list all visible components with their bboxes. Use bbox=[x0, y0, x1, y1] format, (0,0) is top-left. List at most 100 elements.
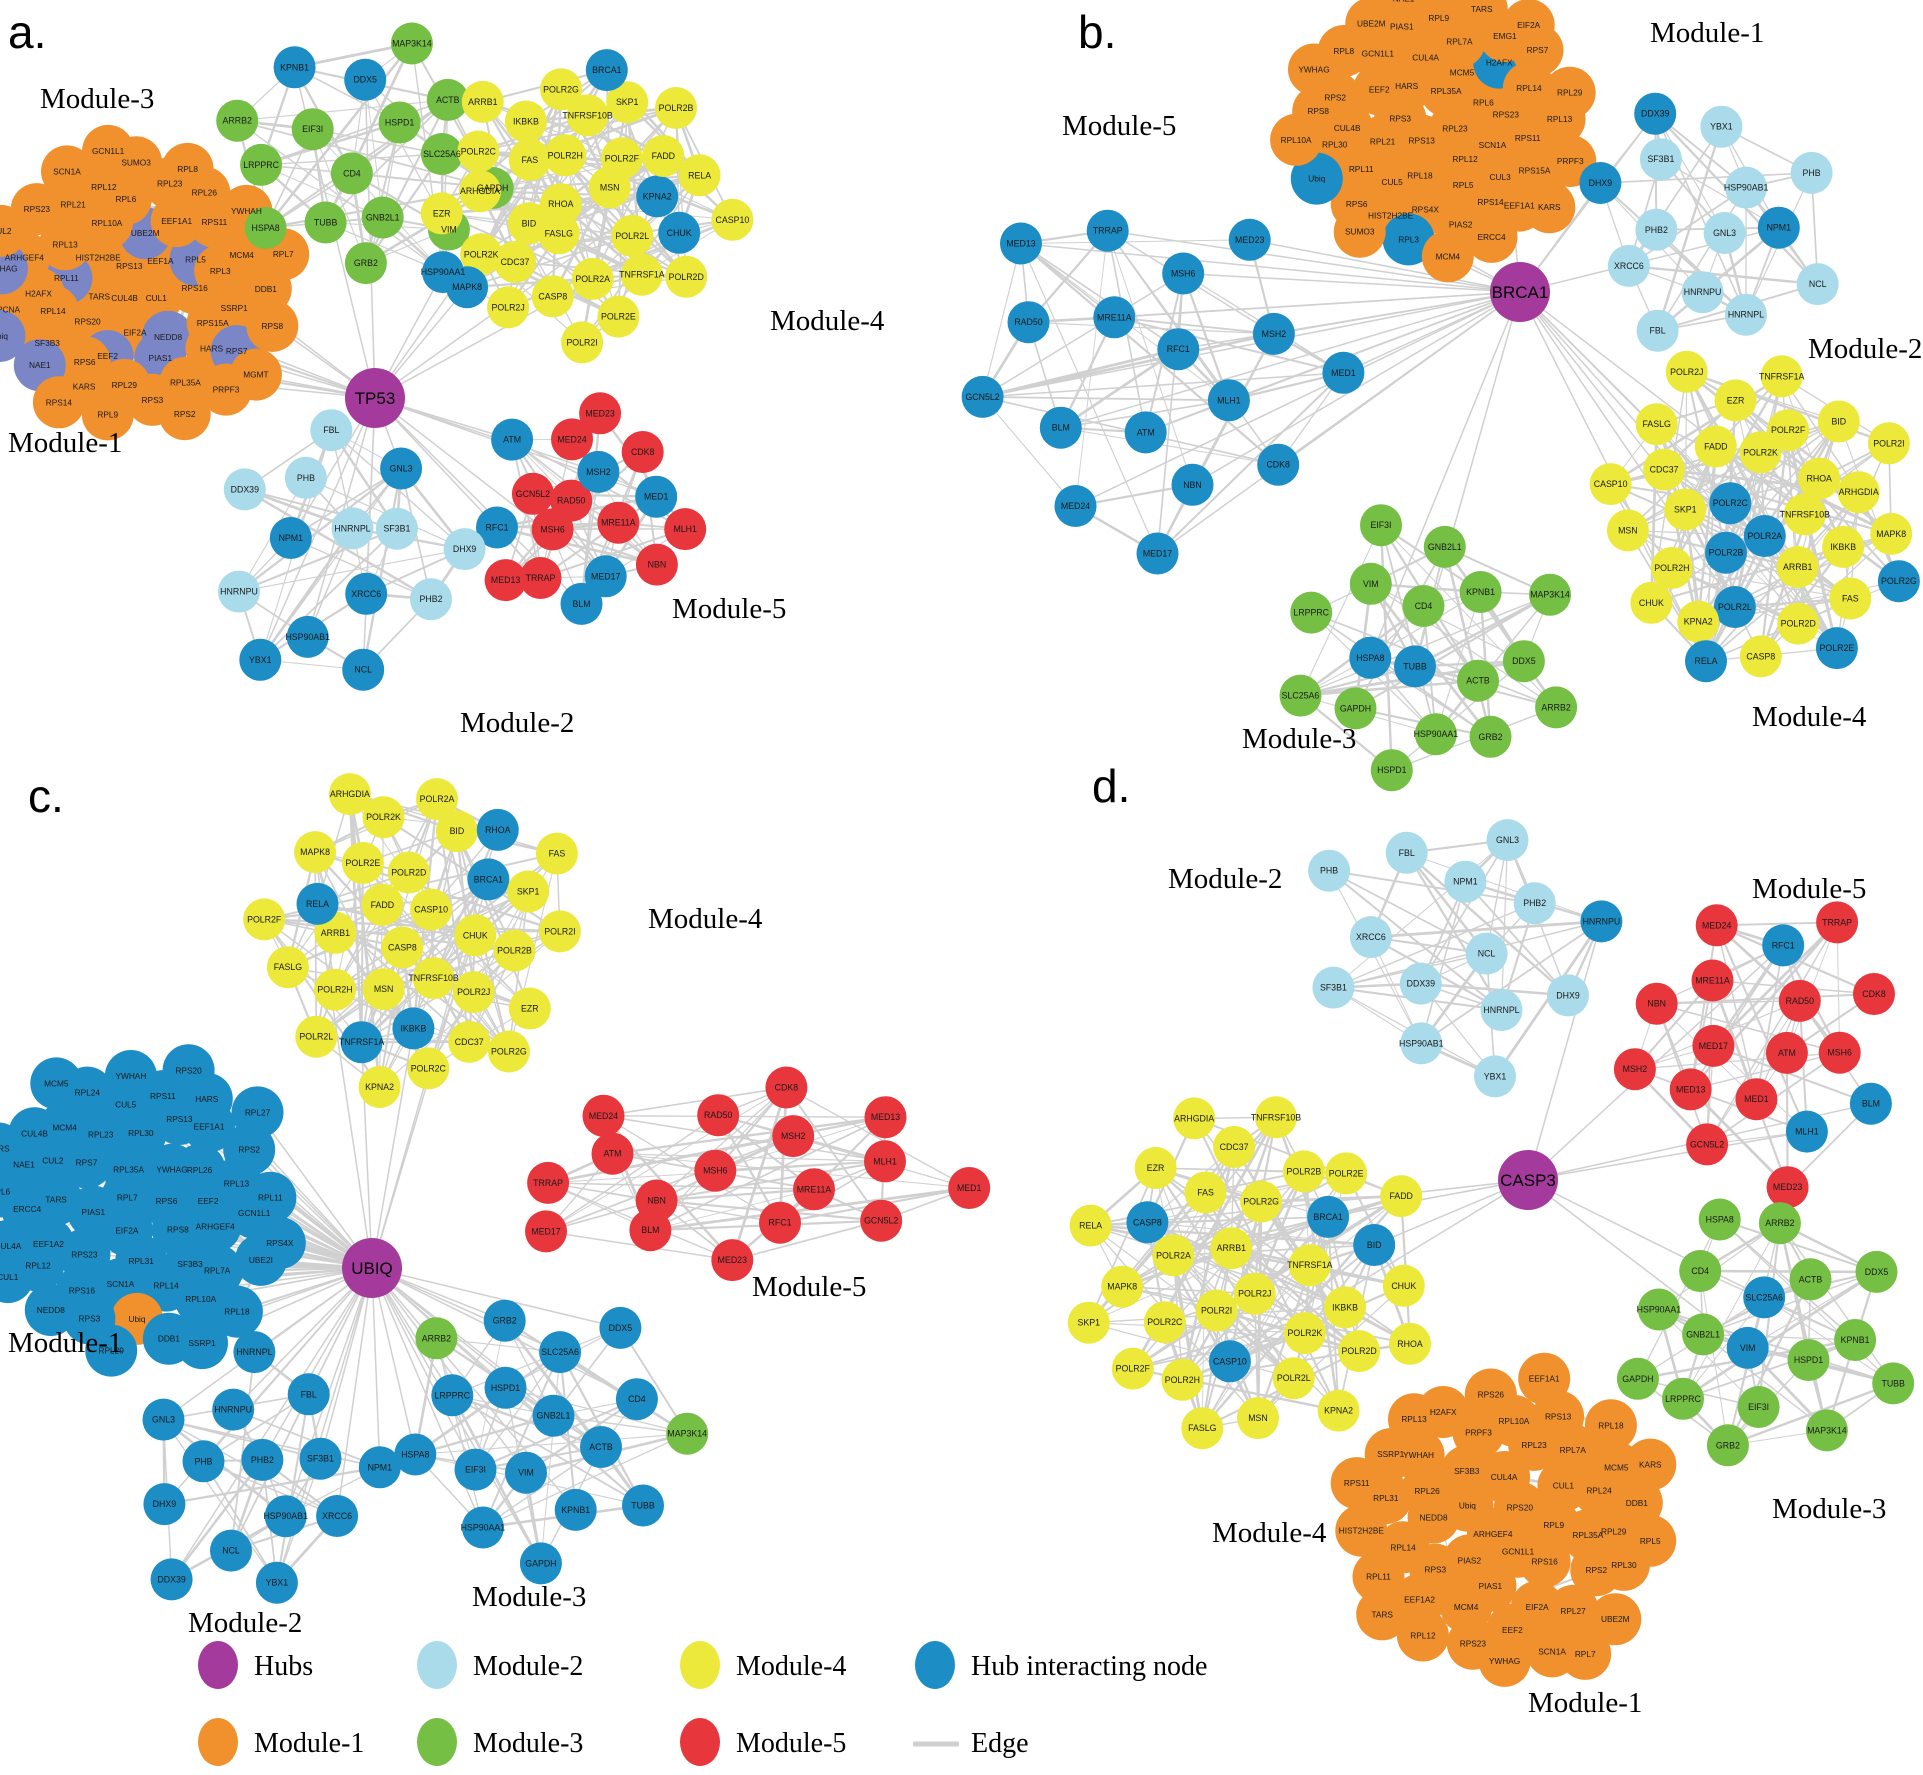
node-NPM1[interactable] bbox=[269, 517, 312, 559]
node-POLR2G[interactable] bbox=[1877, 560, 1920, 603]
node-RFC1[interactable] bbox=[759, 1201, 801, 1244]
node-MSN[interactable] bbox=[1237, 1397, 1279, 1440]
node-IKBKB[interactable] bbox=[392, 1007, 435, 1050]
node-SSRP1[interactable] bbox=[176, 1317, 228, 1370]
node-POLR2E[interactable] bbox=[341, 842, 384, 884]
node-NBN[interactable] bbox=[1171, 463, 1214, 506]
node-TNFRSF10B[interactable] bbox=[566, 94, 609, 137]
node-GCN5L2[interactable] bbox=[511, 472, 554, 515]
node-YWHAH[interactable] bbox=[104, 1050, 157, 1102]
node-BLM[interactable] bbox=[1039, 406, 1082, 449]
node-RPL18[interactable] bbox=[210, 1285, 263, 1338]
node-YBX1[interactable] bbox=[255, 1561, 298, 1604]
node-HSP90AA1[interactable] bbox=[461, 1506, 504, 1549]
node-KARS[interactable] bbox=[0, 1122, 25, 1175]
node-YBX1[interactable] bbox=[1474, 1055, 1516, 1098]
node-BRCA1[interactable] bbox=[1307, 1195, 1350, 1238]
node-FBL[interactable] bbox=[310, 409, 353, 452]
node-POLR2H[interactable] bbox=[1650, 547, 1693, 589]
node-ATM[interactable] bbox=[1765, 1031, 1808, 1074]
node-DDX39[interactable] bbox=[1634, 92, 1677, 135]
node-CASP10[interactable] bbox=[410, 888, 453, 931]
node-CD4[interactable] bbox=[1679, 1250, 1722, 1292]
node-RPL11[interactable] bbox=[1352, 1550, 1405, 1603]
node-SF3B1[interactable] bbox=[1639, 138, 1682, 181]
node-HSPA8[interactable] bbox=[394, 1433, 437, 1476]
node-HSP90AB1[interactable] bbox=[286, 615, 329, 658]
node-POLR2C[interactable] bbox=[1709, 482, 1752, 525]
node-ATM[interactable] bbox=[1124, 411, 1167, 454]
node-EIF3I[interactable] bbox=[1737, 1386, 1780, 1428]
node-POLR2D[interactable] bbox=[387, 851, 430, 894]
hub-UBIQ[interactable] bbox=[342, 1238, 402, 1298]
node-KPNB1[interactable] bbox=[1834, 1319, 1877, 1361]
node-TARS[interactable] bbox=[1356, 1588, 1409, 1641]
node-MED13[interactable] bbox=[484, 559, 527, 602]
node-POLR2L[interactable] bbox=[1713, 586, 1756, 628]
node-TUBB[interactable] bbox=[1872, 1362, 1915, 1405]
node-ACTB[interactable] bbox=[1789, 1258, 1832, 1301]
node-POLR2K[interactable] bbox=[1283, 1312, 1326, 1355]
node-TNFRSF1A[interactable] bbox=[340, 1021, 383, 1064]
node-MSN[interactable] bbox=[362, 968, 405, 1011]
node-POLR2D[interactable] bbox=[665, 255, 708, 298]
node-IKBKB[interactable] bbox=[1324, 1286, 1367, 1329]
node-RPL7[interactable] bbox=[1559, 1627, 1612, 1680]
node-KPNA2[interactable] bbox=[1677, 600, 1720, 643]
node-RAD50[interactable] bbox=[1007, 301, 1050, 344]
node-MRE11A[interactable] bbox=[597, 501, 640, 544]
node-DHX9[interactable] bbox=[1579, 162, 1622, 204]
node-POLR2G[interactable] bbox=[487, 1030, 530, 1073]
node-FADD[interactable] bbox=[361, 883, 404, 926]
node-HSP90AA1[interactable] bbox=[1637, 1288, 1680, 1331]
node-POLR2J[interactable] bbox=[452, 971, 495, 1014]
node-CASP8[interactable] bbox=[531, 275, 574, 318]
node-POLR2F[interactable] bbox=[243, 898, 286, 941]
node-BID[interactable] bbox=[1353, 1224, 1396, 1266]
node-CASP8[interactable] bbox=[1126, 1201, 1169, 1244]
node-RAD50[interactable] bbox=[1778, 979, 1821, 1022]
node-RAD50[interactable] bbox=[697, 1094, 740, 1137]
node-NEDD8[interactable] bbox=[24, 1284, 77, 1336]
node-MLH1[interactable] bbox=[664, 508, 707, 551]
node-POLR2D[interactable] bbox=[1338, 1330, 1381, 1373]
node-MED17[interactable] bbox=[584, 555, 627, 598]
node-MSN[interactable] bbox=[1606, 509, 1649, 552]
node-CASP10[interactable] bbox=[711, 198, 754, 241]
node-NCL[interactable] bbox=[210, 1529, 252, 1572]
node-XRCC6[interactable] bbox=[345, 572, 388, 615]
node-RELA[interactable] bbox=[296, 882, 339, 925]
node-CD4[interactable] bbox=[615, 1378, 658, 1421]
node-FAS[interactable] bbox=[1829, 577, 1872, 620]
node-BRCA1[interactable] bbox=[585, 49, 628, 92]
node-MED1[interactable] bbox=[948, 1167, 991, 1209]
node-ARRB2[interactable] bbox=[216, 99, 259, 142]
node-ATM[interactable] bbox=[491, 418, 534, 461]
node-POLR2J[interactable] bbox=[1665, 350, 1708, 393]
node-POLR2I[interactable] bbox=[538, 910, 581, 953]
node-MAP3K14[interactable] bbox=[1805, 1409, 1848, 1452]
node-HSPD1[interactable] bbox=[1370, 749, 1413, 792]
node-DHX9[interactable] bbox=[143, 1483, 186, 1526]
node-RPL29[interactable] bbox=[1543, 66, 1596, 119]
node-IKBKB[interactable] bbox=[504, 100, 547, 143]
node-RPL18[interactable] bbox=[1584, 1399, 1637, 1452]
node-MED17[interactable] bbox=[1136, 532, 1179, 575]
node-ARRB2[interactable] bbox=[415, 1317, 458, 1360]
node-MLH1[interactable] bbox=[1785, 1110, 1828, 1153]
node-MLH1[interactable] bbox=[864, 1140, 906, 1183]
node-MED1[interactable] bbox=[1735, 1078, 1778, 1121]
node-POLR2B[interactable] bbox=[1705, 531, 1747, 574]
node-MED1[interactable] bbox=[635, 475, 678, 518]
node-GRB2[interactable] bbox=[483, 1299, 526, 1342]
node-FASLG[interactable] bbox=[266, 946, 309, 989]
node-MED24[interactable] bbox=[1054, 485, 1097, 527]
node-CHUK[interactable] bbox=[454, 914, 497, 957]
node-HIST2H2BE[interactable] bbox=[1335, 1504, 1388, 1557]
node-TNFRSF10B[interactable] bbox=[1783, 493, 1826, 536]
node-MAP3K14[interactable] bbox=[1529, 573, 1571, 616]
node-RHOA[interactable] bbox=[1798, 457, 1841, 500]
node-HNRNPL[interactable] bbox=[1480, 989, 1523, 1031]
node-UBE2M[interactable] bbox=[1589, 1593, 1642, 1646]
node-GRB2[interactable] bbox=[344, 242, 387, 285]
